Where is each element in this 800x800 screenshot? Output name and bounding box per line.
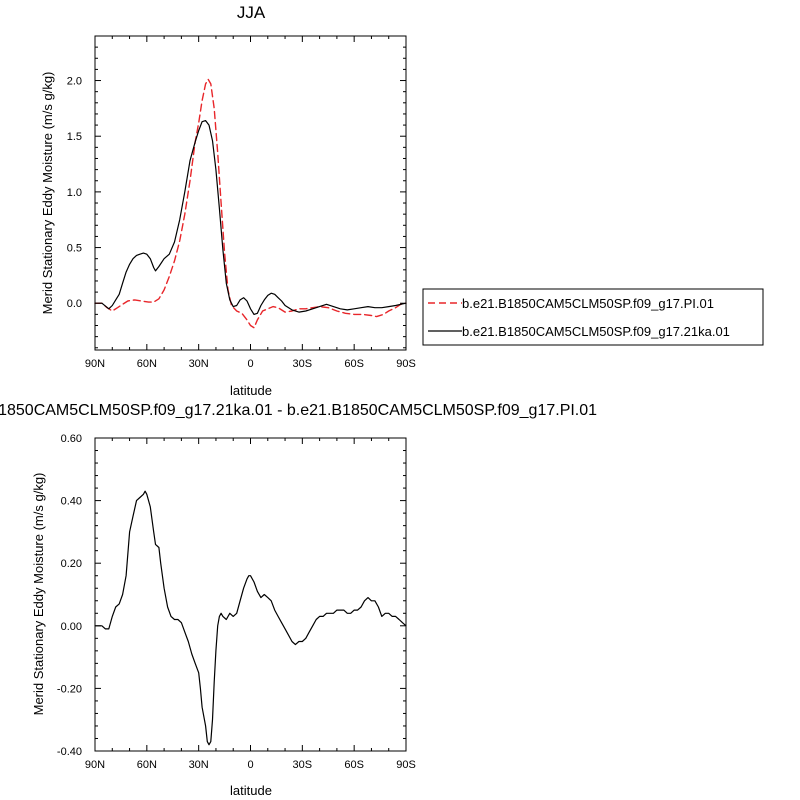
bottom-chart-y-tick-label: 0.40: [61, 496, 82, 508]
top-chart-title: JJA: [237, 3, 266, 22]
bottom-chart-ticks: 90N 60N 30N 0 30S 60S 90S -0.40 -0.20 0.00 0.20 0.4…: [57, 433, 416, 771]
bottom-chart-x-tick-label: 0: [247, 759, 253, 771]
bottom-chart-x-axis-label: latitude: [230, 783, 272, 798]
legend-label-21ka: b.e21.B1850CAM5CLM50SP.f09_g17.21ka.01: [462, 324, 730, 339]
top-chart-series-line-1: [94, 120, 407, 315]
bottom-chart-y-tick-label: -0.20: [57, 683, 82, 695]
top-chart-y-tick-label: 1.0: [67, 187, 82, 199]
top-chart-y-tick-label: 2.0: [67, 76, 82, 88]
top-chart-plot-frame: [94, 35, 407, 351]
top-chart-x-tick-label: 30N: [189, 358, 209, 370]
bottom-chart-x-tick-label: 60S: [344, 759, 364, 771]
bottom-chart-plot-frame: [94, 437, 407, 752]
top-chart-x-tick-label: 90N: [85, 358, 105, 370]
top-chart-x-tick-label: 0: [247, 358, 253, 370]
top-chart-y-tick-label: 0.5: [67, 243, 82, 255]
top-chart: JJA Merid Stationary Eddy Moisture (m/s …: [40, 3, 416, 398]
bottom-chart: b.e21.B1850CAM5CLM50SP.f09_g17.21ka.01 -…: [0, 402, 597, 798]
legend-box: [422, 288, 764, 346]
top-chart-series: [94, 78, 407, 329]
bottom-chart-x-tick-label: 30S: [293, 759, 313, 771]
bottom-chart-series: [94, 490, 407, 746]
top-chart-x-tick-label: 60N: [137, 358, 157, 370]
bottom-chart-series-line-0: [94, 490, 407, 746]
top-chart-x-tick-label: 30S: [293, 358, 313, 370]
bottom-chart-y-tick-label: 0.60: [61, 433, 82, 445]
bottom-chart-y-tick-label: 0.00: [61, 621, 82, 633]
bottom-chart-x-tick-label: 90S: [396, 759, 416, 771]
bottom-chart-y-tick-label: 0.20: [61, 558, 82, 570]
bottom-chart-title: b.e21.B1850CAM5CLM50SP.f09_g17.21ka.01 -…: [0, 402, 597, 419]
top-chart-x-tick-label: 90S: [396, 358, 416, 370]
top-chart-ticks: 90N 60N 30N 0 30S 60S 90S 0.0 0.5 1.0 1.5 2.0: [67, 35, 416, 370]
top-chart-x-axis-label: latitude: [230, 383, 272, 398]
top-chart-x-tick-label: 60S: [344, 358, 364, 370]
bottom-chart-y-axis-label: Merid Stationary Eddy Moisture (m/s g/kg…: [31, 473, 46, 716]
bottom-chart-x-tick-label: 90N: [85, 759, 105, 771]
legend-label-pi: b.e21.B1850CAM5CLM50SP.f09_g17.PI.01: [462, 296, 714, 311]
top-chart-series-line-0: [94, 78, 407, 329]
bottom-chart-x-tick-label: 30N: [189, 759, 209, 771]
top-chart-legend: b.e21.B1850CAM5CLM50SP.f09_g17.PI.01 b.e…: [422, 288, 764, 346]
bottom-chart-y-tick-label: -0.40: [57, 746, 82, 758]
top-chart-y-tick-label: 0.0: [67, 298, 82, 310]
top-chart-y-axis-label: Merid Stationary Eddy Moisture (m/s g/kg…: [40, 72, 55, 315]
top-chart-y-tick-label: 1.5: [67, 131, 82, 143]
bottom-chart-x-tick-label: 60N: [137, 759, 157, 771]
